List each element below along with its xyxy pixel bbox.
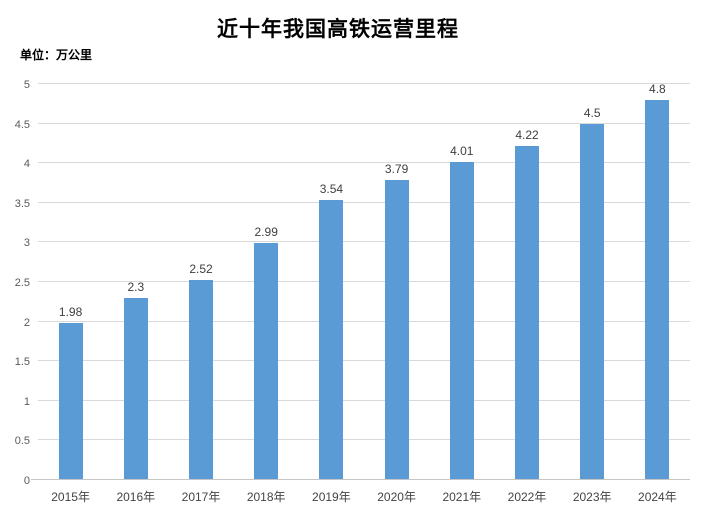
gridline [38, 439, 690, 441]
y-axis-tick-label: 3.5 [14, 197, 30, 210]
bar [58, 323, 83, 479]
bar-value-label: 4.01 [450, 144, 474, 159]
gridline [38, 83, 690, 84]
bar-value-label: 4.5 [583, 105, 601, 120]
bar [123, 297, 148, 479]
gridline [38, 122, 690, 124]
y-axis-tick-label: 4 [23, 158, 30, 171]
y-axis-tick-label: 3 [23, 237, 30, 250]
x-axis-tick-label: 2021年 [442, 490, 482, 504]
x-axis-tick-label: 2019年 [312, 490, 351, 504]
bar [645, 99, 670, 479]
gridline [38, 162, 690, 164]
unit-label: 单位：万公里 [20, 48, 93, 62]
x-axis-line [31, 479, 690, 480]
gridline [38, 360, 690, 362]
gridline [38, 320, 690, 322]
bar [515, 145, 539, 479]
y-axis-tick-label: 2.5 [14, 277, 30, 289]
x-axis-tick-label: 2023年 [572, 490, 612, 504]
y-axis-tick-label: 5 [23, 79, 30, 91]
bar [319, 199, 344, 479]
bar-value-label: 3.79 [384, 161, 409, 176]
bar [254, 243, 279, 479]
bar-value-label: 2.52 [189, 262, 213, 277]
y-axis-tick-label: 0.5 [14, 435, 30, 448]
x-axis-tick-label: 2018年 [246, 490, 286, 504]
bar [189, 280, 213, 479]
bar-value-label: 4.8 [649, 81, 666, 96]
y-axis-tick-label: 2 [23, 316, 30, 329]
bar-value-label: 2.99 [254, 225, 278, 240]
x-axis-tick-label: 2020年 [377, 490, 416, 504]
bar-value-label: 1.98 [58, 305, 83, 320]
x-axis-tick-label: 2015年 [51, 490, 90, 504]
bar [449, 162, 474, 479]
bar [580, 123, 605, 479]
plot-area: 0 0.5 1 1.5 2 2.5 3 3.5 4 4.5 5 1.98 2015年 2.3 2016年 2.… [15, 79, 690, 504]
x-axis-tick-label: 2022年 [507, 490, 547, 504]
y-axis-tick-label: 4.5 [14, 118, 30, 131]
gridline [38, 281, 690, 282]
y-axis-tick-label: 1 [23, 395, 30, 408]
bar-value-label: 3.54 [319, 181, 344, 196]
chart-title: 近十年我国高铁运营里程 [217, 17, 459, 41]
gridline [38, 241, 690, 243]
gridline [38, 399, 690, 401]
x-axis-tick-label: 2016年 [116, 490, 156, 504]
bar-value-label: 4.22 [515, 127, 539, 142]
x-axis-tick-label: 2024年 [638, 490, 677, 504]
x-axis-tick-label: 2017年 [181, 490, 221, 504]
bar-value-label: 2.3 [127, 279, 145, 294]
bar [384, 179, 409, 479]
y-axis-tick-label: 1.5 [14, 356, 30, 369]
y-axis-tick-label: 0 [23, 475, 30, 487]
gridline [38, 201, 690, 203]
